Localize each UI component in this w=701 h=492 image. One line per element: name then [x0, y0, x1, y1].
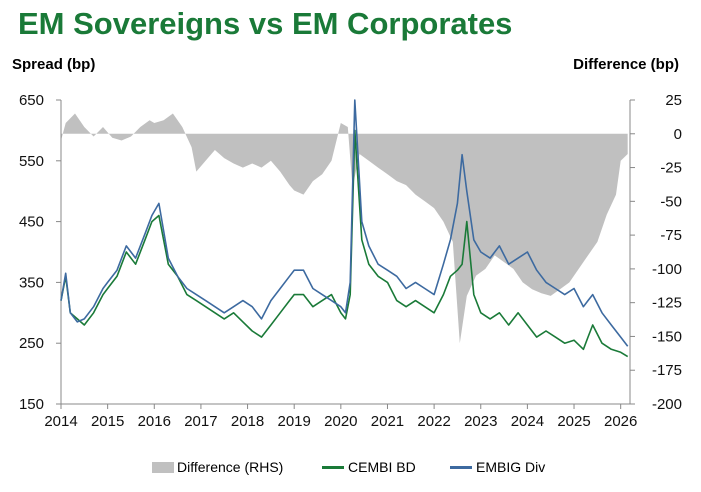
x-tick-label: 2016: [138, 413, 171, 430]
x-tick-label: 2026: [604, 413, 637, 430]
y-right-tick-label: -25: [660, 160, 682, 177]
right-axis-title: Difference (bp): [573, 56, 679, 73]
series-line-cembi-bd: [60, 129, 629, 358]
x-tick-label: 2020: [324, 413, 357, 430]
y-right-tick-label: -200: [652, 396, 682, 413]
y-right-tick-label: -75: [660, 227, 682, 244]
series-line-embig-div: [60, 99, 629, 347]
x-tick-label: 2024: [511, 413, 544, 430]
y-right-tick-label: -125: [652, 295, 682, 312]
y-right-tick-label: 0: [674, 126, 682, 143]
legend-swatch-difference: [152, 461, 174, 473]
x-tick-label: 2021: [371, 413, 404, 430]
x-tick-label: 2014: [44, 413, 77, 430]
x-tick-label: 2023: [464, 413, 497, 430]
y-left-tick-label: 550: [19, 153, 44, 170]
y-right-tick-label: -175: [652, 362, 682, 379]
x-tick-label: 2019: [278, 413, 311, 430]
legend: Difference (RHS) CEMBI BD EMBIG Div: [0, 459, 701, 479]
y-left-tick-label: 150: [19, 396, 44, 413]
y-left-tick-label: 350: [19, 274, 44, 291]
y-right-tick-label: -150: [652, 328, 682, 345]
x-tick-label: 2017: [184, 413, 217, 430]
legend-swatch-embig: [450, 465, 472, 469]
y-left-tick-label: 250: [19, 335, 44, 352]
x-tick-label: 2015: [91, 413, 124, 430]
legend-swatch-cembi: [322, 465, 344, 469]
y-right-tick-label: -50: [660, 193, 682, 210]
legend-label-difference: Difference (RHS): [177, 459, 284, 475]
y-right-tick-label: 25: [665, 92, 682, 109]
left-axis-title: Spread (bp): [12, 56, 96, 73]
y-left-tick-label: 650: [19, 92, 44, 109]
x-tick-label: 2022: [417, 413, 450, 430]
difference-area-layer: [61, 113, 628, 344]
y-left-tick-label: 450: [19, 214, 44, 231]
legend-item-difference: Difference (RHS): [152, 459, 283, 475]
x-tick-label: 2025: [557, 413, 590, 430]
legend-item-cembi: CEMBI BD: [322, 459, 416, 475]
legend-item-embig: EMBIG Div: [450, 459, 545, 475]
difference-area: [61, 113, 628, 344]
x-tick-label: 2018: [231, 413, 264, 430]
tick-labels-layer: 2014 2015 2016 2017 2018 2019 2020 2021 2022 2023…: [19, 92, 682, 430]
y-right-tick-label: -100: [652, 261, 682, 278]
legend-label-embig: EMBIG Div: [476, 459, 546, 475]
axes-layer: [56, 99, 635, 409]
series-lines-layer: [60, 99, 629, 358]
chart-title: EM Sovereigns vs EM Corporates: [18, 6, 513, 41]
legend-label-cembi: CEMBI BD: [348, 459, 416, 475]
